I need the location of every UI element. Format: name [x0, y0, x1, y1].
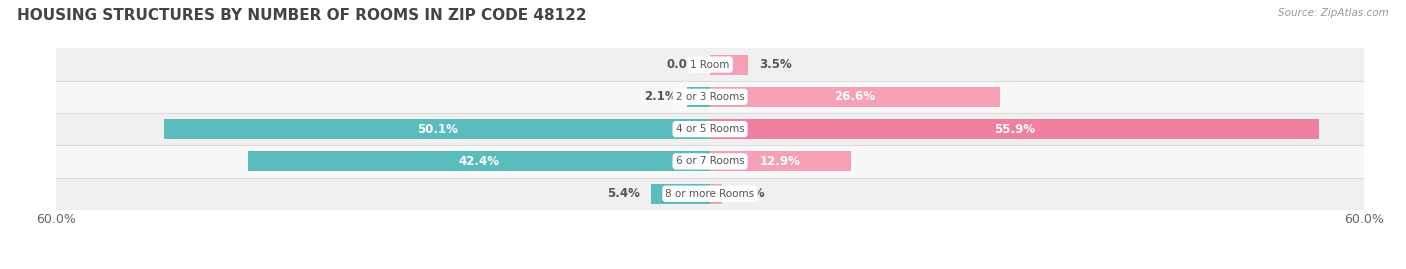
Bar: [165, 119, 710, 139]
Legend: Owner-occupied, Renter-occupied: Owner-occupied, Renter-occupied: [567, 264, 853, 269]
Bar: [56, 178, 1364, 210]
Text: Source: ZipAtlas.com: Source: ZipAtlas.com: [1278, 8, 1389, 18]
Text: 1.1%: 1.1%: [733, 187, 765, 200]
Text: 2.1%: 2.1%: [644, 90, 676, 103]
Bar: [710, 151, 851, 171]
Text: 5.4%: 5.4%: [607, 187, 640, 200]
Bar: [710, 119, 1319, 139]
Text: 26.6%: 26.6%: [834, 90, 876, 103]
Bar: [710, 87, 1000, 107]
Text: 0.0%: 0.0%: [666, 58, 699, 71]
Bar: [56, 48, 1364, 81]
Text: 42.4%: 42.4%: [458, 155, 499, 168]
Bar: [710, 55, 748, 75]
Text: 3.5%: 3.5%: [759, 58, 792, 71]
Text: 8 or more Rooms: 8 or more Rooms: [665, 189, 755, 199]
Text: 55.9%: 55.9%: [994, 123, 1035, 136]
Bar: [247, 151, 710, 171]
Text: HOUSING STRUCTURES BY NUMBER OF ROOMS IN ZIP CODE 48122: HOUSING STRUCTURES BY NUMBER OF ROOMS IN…: [17, 8, 586, 23]
Bar: [56, 145, 1364, 178]
Bar: [688, 87, 710, 107]
Text: 4 or 5 Rooms: 4 or 5 Rooms: [676, 124, 744, 134]
Text: 12.9%: 12.9%: [759, 155, 801, 168]
Bar: [56, 113, 1364, 145]
Bar: [710, 184, 723, 204]
Text: 6 or 7 Rooms: 6 or 7 Rooms: [676, 156, 744, 167]
Text: 50.1%: 50.1%: [416, 123, 457, 136]
Text: 1 Room: 1 Room: [690, 59, 730, 70]
Bar: [651, 184, 710, 204]
Text: 2 or 3 Rooms: 2 or 3 Rooms: [676, 92, 744, 102]
Bar: [56, 81, 1364, 113]
